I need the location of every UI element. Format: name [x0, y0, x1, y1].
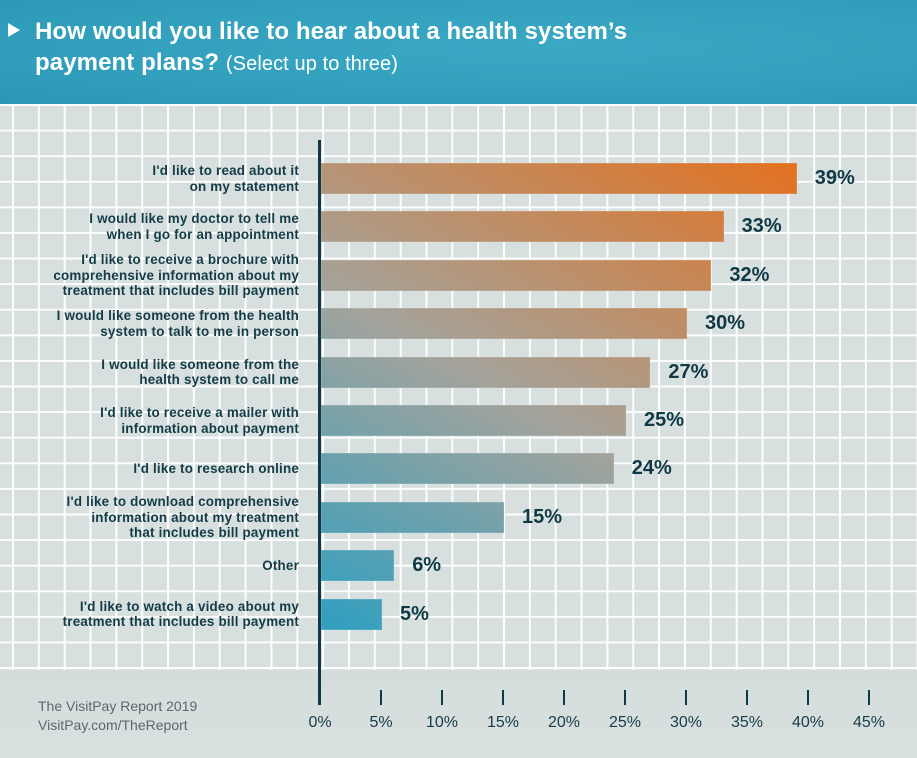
bar-value-label: 6%: [412, 554, 442, 577]
category-label-line: I would like someone from the: [101, 356, 299, 372]
bar: [321, 308, 687, 340]
chart-header: How would you like to hear about a healt…: [0, 0, 917, 104]
chart-subtitle: (Select up to three): [225, 53, 398, 75]
category-label: I'd like to research online: [0, 461, 299, 477]
source-credit: The VisitPay Report 2019 VisitPay.com/Th…: [38, 697, 197, 735]
y-axis-line: [318, 140, 321, 705]
category-label: I'd like to watch a video about my treatm…: [0, 599, 299, 630]
bar-value-label: 32%: [729, 263, 770, 286]
x-axis-tick-label: 30%: [669, 714, 703, 731]
bar: [321, 356, 651, 388]
chart-title-text: How would you like to hear about a healt…: [35, 18, 628, 76]
play-triangle-icon: [8, 23, 20, 37]
x-axis-tick: [563, 690, 565, 705]
x-axis-tick-label: 45%: [852, 714, 886, 731]
bar: [321, 259, 712, 291]
x-axis-tick-label: 20%: [547, 714, 581, 731]
x-axis-tick-label: 0%: [308, 714, 332, 731]
bar-value-label: 15%: [522, 505, 563, 528]
category-label-line: health system to call me: [139, 372, 299, 388]
category-label: Other: [0, 558, 299, 574]
x-axis-tick-label: 10%: [425, 714, 459, 731]
category-label-line: I would like someone from the health: [56, 308, 299, 324]
bar-value-label: 5%: [400, 602, 429, 625]
bar: [321, 598, 382, 630]
bar: [321, 405, 626, 436]
category-label-line: Other: [262, 557, 299, 573]
bar: [321, 163, 797, 194]
category-label-line: that includes bill payment: [129, 525, 299, 541]
category-label-line: system to talk to me in person: [100, 323, 299, 339]
category-label-line: I'd like to research online: [133, 461, 299, 477]
x-axis-tick: [746, 690, 748, 705]
bar-value-label: 30%: [705, 312, 746, 335]
chart-title: How would you like to hear about a healt…: [35, 16, 655, 80]
x-axis-tick: [502, 690, 504, 705]
bar-value-label: 25%: [644, 409, 685, 431]
category-label-line: information about my treatment: [91, 509, 299, 525]
source-report-name: The VisitPay Report 2019: [38, 698, 198, 714]
category-label-line: when I go for an appointment: [106, 226, 299, 242]
x-axis-tick: [441, 690, 443, 705]
bar: [321, 501, 504, 533]
footer-band: [0, 670, 917, 758]
x-axis-tick-label: 5%: [369, 714, 393, 731]
bar-value-label: 39%: [814, 167, 855, 189]
category-label-line: treatment that includes bill payment: [62, 614, 299, 630]
source-url: VisitPay.com/TheReport: [38, 717, 188, 733]
grid-background: [0, 104, 917, 670]
category-label-line: comprehensive information about my: [53, 267, 299, 283]
category-label: I would like someone from the health syst…: [0, 357, 299, 388]
category-label-line: I'd like to download comprehensive: [66, 494, 299, 510]
category-label: I would like someone from the health syst…: [0, 308, 299, 339]
x-axis-tick: [807, 690, 809, 705]
category-label-line: treatment that includes bill payment: [62, 283, 299, 299]
x-axis-tick: [624, 690, 626, 705]
bar: [321, 211, 724, 243]
bar: [321, 550, 395, 582]
category-label-line: I'd like to read about it: [152, 163, 299, 178]
bar: [321, 453, 614, 485]
x-axis-tick: [868, 690, 870, 705]
bar-value-label: 33%: [741, 215, 782, 238]
bar-value-label: 27%: [668, 360, 709, 383]
category-label-line: I'd like to receive a mailer with: [100, 405, 299, 420]
category-label: I'd like to download comprehensive inform…: [0, 494, 299, 541]
category-label-line: on my statement: [189, 178, 299, 194]
category-label-line: I'd like to watch a video about my: [79, 598, 299, 614]
x-axis-tick-label: 35%: [730, 714, 764, 731]
x-axis-tick: [380, 690, 382, 705]
category-label-line: I would like my doctor to tell me: [89, 211, 299, 227]
x-axis-tick-label: 15%: [486, 714, 520, 731]
category-label: I'd like to read about it on my statement: [0, 163, 299, 194]
category-label-line: information about payment: [121, 420, 299, 436]
category-label: I'd like to receive a brochure with compr…: [0, 252, 299, 299]
category-label: I would like my doctor to tell me when I …: [0, 211, 299, 242]
bar-value-label: 24%: [631, 457, 672, 480]
x-axis-tick-label: 40%: [791, 714, 825, 731]
category-label: I'd like to receive a mailer with informa…: [0, 405, 299, 436]
category-label-line: I'd like to receive a brochure with: [81, 252, 299, 268]
x-axis-tick-label: 25%: [608, 714, 642, 731]
x-axis-tick: [685, 690, 687, 705]
